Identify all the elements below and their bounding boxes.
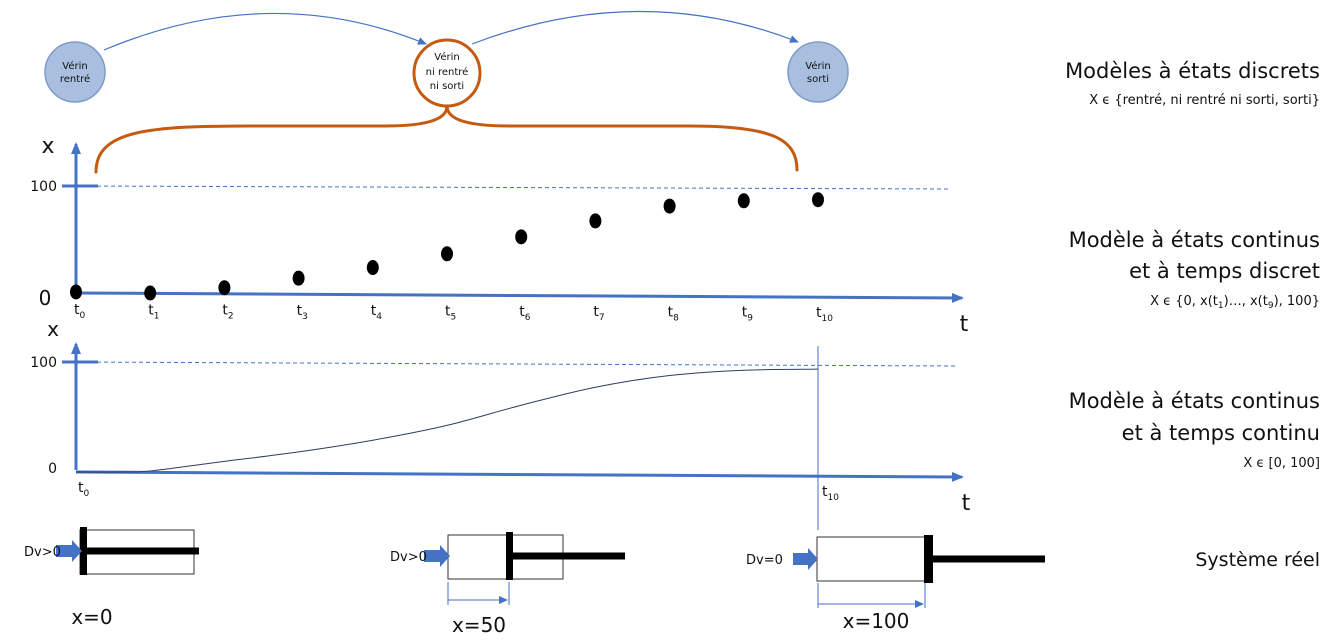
x-axis xyxy=(75,470,964,482)
state-line: rentré xyxy=(60,73,90,85)
x-tick-label: t9 xyxy=(742,305,754,324)
data-point xyxy=(70,284,82,300)
cylinder-x50: Dv>0 x=50 xyxy=(390,532,625,637)
state-line: ni rentré xyxy=(426,66,469,78)
transition-arrow-2 xyxy=(471,10,799,45)
data-point xyxy=(737,193,750,209)
x-tick-label: t6 xyxy=(519,304,531,323)
position-label: x=50 xyxy=(452,613,506,637)
data-point xyxy=(663,198,676,214)
y-tick-label-100: 100 xyxy=(30,355,57,371)
x-tick-label: t10 xyxy=(816,305,833,324)
state-line: Vérin xyxy=(805,60,830,72)
x-tick-label: t1 xyxy=(148,302,159,321)
x-tick-label: t2 xyxy=(222,303,233,322)
position-label: x=100 xyxy=(843,609,910,633)
chart-continuous-states-discrete-time: x t 100 0 t0 t1 t2 t3 t4 t5 t6 t7 t8 t9 t10 xyxy=(30,134,968,337)
data-point xyxy=(515,229,528,245)
cont-cont-model-set: X ϵ [0, 100] xyxy=(1243,456,1320,471)
data-point xyxy=(441,246,453,262)
x-tick-label: t3 xyxy=(297,303,308,322)
state-line: sorti xyxy=(807,74,829,85)
data-point xyxy=(218,280,231,296)
cont-cont-model-title-1: Modèle à états continus xyxy=(1069,389,1320,413)
y-tick-label-0: 0 xyxy=(48,461,57,477)
level-100-dashed-line xyxy=(75,185,949,190)
cont-discrete-model-title-2: et à temps discret xyxy=(1129,259,1320,283)
cont-discrete-model-title-1: Modèle à états continus xyxy=(1069,228,1320,252)
x-axis xyxy=(75,291,964,303)
y-tick-label-100: 100 xyxy=(30,179,57,195)
state-retracted: Vérin rentré xyxy=(44,41,106,103)
x-tick-label: t7 xyxy=(593,304,604,323)
cylinder-x100: Dv=0 x=100 xyxy=(746,535,1045,633)
input-label: Dv>0 xyxy=(390,550,427,565)
y-axis-label: x xyxy=(41,134,54,159)
input-label: Dv>0 xyxy=(24,545,61,560)
data-point xyxy=(589,213,602,229)
state-intermediate: Vérin ni rentré ni sorti xyxy=(412,38,482,108)
input-arrow xyxy=(793,548,818,570)
cont-cont-model-title-2: et à temps continu xyxy=(1122,421,1320,445)
input-arrow xyxy=(424,545,450,567)
transition-arrow-1 xyxy=(103,12,427,51)
discrete-model-title: Modèles à états discrets xyxy=(1065,59,1320,83)
data-point xyxy=(292,270,305,286)
input-arrow xyxy=(56,540,82,562)
cylinder-x0: Dv>0 x=0 xyxy=(24,527,199,629)
data-point xyxy=(144,285,157,301)
x-tick-label: t8 xyxy=(668,304,680,323)
x-tick-label: t5 xyxy=(445,304,456,323)
state-line: ni sorti xyxy=(430,81,464,92)
x-tick-label: t4 xyxy=(371,303,383,322)
y-tick-label-0: 0 xyxy=(39,286,52,310)
discrete-model-set: X ϵ {rentré, ni rentré ni sorti, sorti} xyxy=(1089,93,1320,108)
state-line: Vérin xyxy=(434,51,459,63)
x-axis-label: t xyxy=(962,491,971,516)
state-extended: Vérin sorti xyxy=(787,41,849,103)
curly-brace xyxy=(94,105,799,174)
x-axis-label: t xyxy=(960,312,969,337)
data-point xyxy=(812,192,824,208)
chart-continuous-states-continuous-time: x t 100 0 t0 t10 xyxy=(30,317,971,530)
response-curve xyxy=(75,368,819,473)
data-point xyxy=(366,260,379,276)
real-system-title: Système réel xyxy=(1195,549,1320,571)
cont-discrete-model-set: X ϵ {0, x(t1)…, x(t9), 100} xyxy=(1150,294,1320,311)
y-axis-label: x xyxy=(47,317,59,341)
level-100-dashed-line xyxy=(75,361,956,367)
x-tick-label: t0 xyxy=(74,302,86,321)
input-label: Dv=0 xyxy=(746,553,783,568)
x-tick-label: t10 xyxy=(822,484,839,503)
state-line: Vérin xyxy=(62,60,87,72)
x-tick-label: t0 xyxy=(78,480,90,499)
position-label: x=0 xyxy=(71,605,112,629)
